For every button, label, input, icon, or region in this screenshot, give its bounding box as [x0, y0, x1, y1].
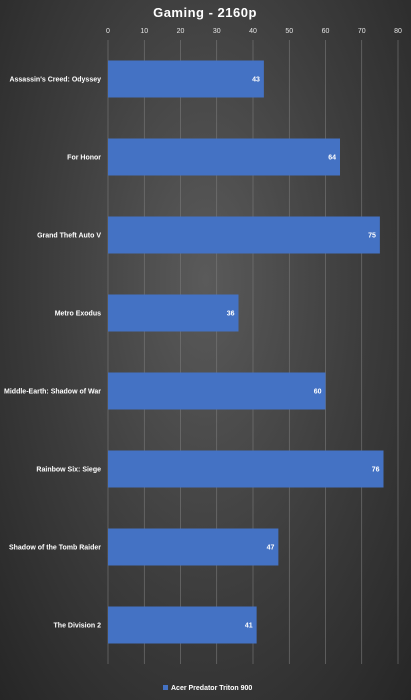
bar-value-label: 36	[227, 311, 235, 318]
category-label: Middle-Earth: Shadow of War	[4, 389, 101, 396]
chart-title: Gaming - 2160p	[153, 5, 257, 20]
bar-value-label: 43	[252, 77, 260, 84]
bar-value-label: 41	[245, 623, 253, 630]
x-tick-label: 50	[285, 28, 293, 35]
bar-value-label: 64	[328, 155, 336, 162]
x-tick-label: 0	[106, 28, 110, 35]
bar-value-label: 76	[372, 467, 380, 474]
category-label: The Division 2	[54, 623, 102, 630]
x-tick-label: 20	[177, 28, 185, 35]
bar	[108, 450, 384, 488]
bar-value-label: 60	[314, 389, 322, 396]
category-label: Assassin's Creed: Odyssey	[9, 77, 101, 84]
category-label: Metro Exodus	[55, 311, 101, 318]
x-tick-label: 30	[213, 28, 221, 35]
category-label: For Honor	[67, 155, 101, 162]
legend-swatch	[163, 685, 168, 690]
x-tick-label: 80	[394, 28, 402, 35]
bar	[108, 216, 380, 254]
bar	[108, 528, 279, 566]
bar	[108, 606, 257, 644]
bar-value-label: 47	[267, 545, 275, 552]
x-tick-label: 60	[322, 28, 330, 35]
category-label: Grand Theft Auto V	[37, 233, 101, 240]
x-tick-label: 10	[140, 28, 148, 35]
category-label: Shadow of the Tomb Raider	[9, 545, 101, 552]
bar-value-label: 75	[368, 233, 376, 240]
bar	[108, 294, 239, 332]
legend: Acer Predator Triton 900	[163, 685, 252, 692]
category-label: Rainbow Six: Siege	[36, 467, 101, 474]
x-tick-label: 40	[249, 28, 257, 35]
x-tick-label: 70	[358, 28, 366, 35]
legend-label: Acer Predator Triton 900	[171, 685, 252, 692]
bar	[108, 372, 326, 410]
bar	[108, 138, 340, 176]
bar	[108, 60, 264, 98]
